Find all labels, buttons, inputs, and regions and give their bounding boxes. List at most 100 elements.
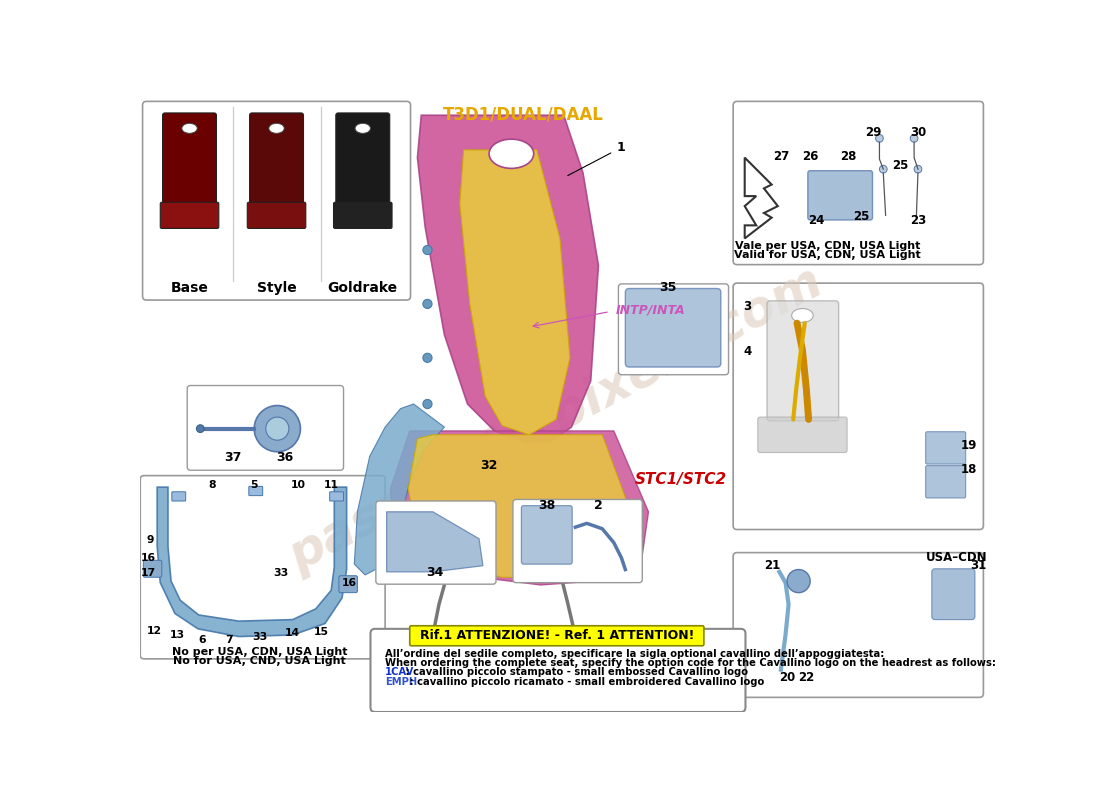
FancyBboxPatch shape (143, 560, 162, 578)
Circle shape (876, 134, 883, 142)
FancyBboxPatch shape (187, 386, 343, 470)
Text: 38: 38 (538, 499, 556, 513)
Text: 1CAV: 1CAV (385, 667, 415, 678)
FancyBboxPatch shape (248, 202, 306, 229)
Text: 4: 4 (744, 345, 751, 358)
FancyBboxPatch shape (733, 283, 983, 530)
Text: Style: Style (256, 281, 296, 294)
Text: 5: 5 (251, 480, 258, 490)
Text: When ordering the complete seat, specify the option code for the Cavallino logo : When ordering the complete seat, specify… (385, 658, 997, 668)
Ellipse shape (182, 123, 197, 134)
Circle shape (788, 570, 810, 593)
Polygon shape (460, 150, 570, 435)
FancyBboxPatch shape (339, 576, 358, 593)
Polygon shape (157, 487, 346, 637)
FancyBboxPatch shape (625, 289, 720, 367)
Text: USA–CDN: USA–CDN (926, 551, 988, 564)
FancyBboxPatch shape (926, 432, 966, 464)
FancyBboxPatch shape (807, 170, 872, 220)
Text: Goldrake: Goldrake (328, 281, 398, 294)
Text: 28: 28 (840, 150, 857, 162)
Ellipse shape (268, 123, 284, 134)
Text: 26: 26 (802, 150, 818, 162)
Circle shape (914, 166, 922, 173)
FancyBboxPatch shape (926, 466, 966, 498)
Text: passionforpixels.com: passionforpixels.com (280, 258, 832, 581)
Text: 31: 31 (970, 558, 987, 572)
FancyBboxPatch shape (733, 553, 983, 698)
Text: 3: 3 (744, 300, 751, 313)
Text: 24: 24 (808, 214, 825, 227)
Text: 22: 22 (799, 671, 815, 684)
FancyBboxPatch shape (733, 102, 983, 265)
FancyBboxPatch shape (618, 284, 728, 374)
Text: No for USA, CND, USA Light: No for USA, CND, USA Light (173, 656, 346, 666)
Text: 30: 30 (910, 126, 926, 139)
FancyBboxPatch shape (371, 629, 746, 712)
Text: 6: 6 (198, 634, 206, 645)
FancyBboxPatch shape (250, 113, 304, 206)
Text: 34: 34 (427, 566, 443, 578)
Text: 33: 33 (252, 631, 267, 642)
Circle shape (422, 299, 432, 309)
Text: 13: 13 (169, 630, 185, 640)
Text: 27: 27 (773, 150, 790, 162)
Circle shape (422, 353, 432, 362)
Text: Valid for USA, CDN, USA Light: Valid for USA, CDN, USA Light (735, 250, 921, 260)
FancyBboxPatch shape (409, 626, 704, 646)
Polygon shape (408, 435, 629, 578)
FancyBboxPatch shape (143, 102, 410, 300)
FancyBboxPatch shape (521, 506, 572, 564)
Text: Vale per USA, CDN, USA Light: Vale per USA, CDN, USA Light (735, 241, 921, 250)
FancyBboxPatch shape (163, 113, 217, 206)
Text: No per USA, CDN, USA Light: No per USA, CDN, USA Light (172, 646, 348, 657)
Text: 18: 18 (960, 463, 977, 476)
FancyBboxPatch shape (376, 501, 496, 584)
Text: All’ordine del sedile completo, specificare la sigla optional cavallino dell’app: All’ordine del sedile completo, specific… (385, 649, 884, 659)
Text: 29: 29 (865, 126, 881, 139)
Text: 16: 16 (141, 553, 155, 563)
Text: 9: 9 (146, 535, 154, 546)
Text: 11: 11 (323, 480, 339, 490)
Text: 25: 25 (892, 158, 909, 172)
FancyBboxPatch shape (513, 499, 642, 582)
Text: 2: 2 (594, 499, 603, 513)
Text: 19: 19 (960, 438, 977, 452)
FancyBboxPatch shape (336, 113, 389, 206)
Ellipse shape (490, 139, 534, 168)
Polygon shape (418, 115, 598, 442)
Text: Rif.1 ATTENZIONE! - Ref. 1 ATTENTION!: Rif.1 ATTENZIONE! - Ref. 1 ATTENTION! (419, 630, 694, 642)
Text: INTP/INTA: INTP/INTA (616, 303, 685, 317)
Circle shape (422, 399, 432, 409)
Text: Base: Base (170, 281, 209, 294)
FancyBboxPatch shape (767, 301, 838, 421)
Text: EMPH: EMPH (385, 678, 417, 687)
Text: 1: 1 (568, 142, 625, 175)
Text: 10: 10 (290, 480, 306, 490)
Text: : cavallino piccolo ricamato - small embroidered Cavallino logo: : cavallino piccolo ricamato - small emb… (406, 678, 764, 687)
Text: 25: 25 (854, 210, 870, 222)
Text: 37: 37 (224, 451, 241, 464)
Text: 16: 16 (342, 578, 358, 588)
Polygon shape (390, 431, 649, 585)
Circle shape (422, 246, 432, 254)
Text: 15: 15 (314, 627, 329, 637)
FancyBboxPatch shape (161, 202, 219, 229)
FancyBboxPatch shape (141, 476, 385, 659)
FancyBboxPatch shape (932, 569, 975, 619)
Polygon shape (387, 512, 483, 572)
Text: 7: 7 (226, 634, 232, 645)
Ellipse shape (355, 123, 371, 134)
FancyBboxPatch shape (333, 202, 392, 229)
Text: 35: 35 (659, 281, 676, 294)
Text: 20: 20 (779, 671, 795, 684)
Text: 33: 33 (273, 568, 288, 578)
Text: 14: 14 (285, 629, 300, 638)
Text: 23: 23 (910, 214, 926, 227)
Polygon shape (354, 404, 444, 575)
Text: 17: 17 (141, 568, 155, 578)
Text: 36: 36 (276, 451, 294, 464)
FancyBboxPatch shape (172, 492, 186, 501)
Ellipse shape (792, 309, 813, 322)
Text: 8: 8 (208, 480, 216, 490)
